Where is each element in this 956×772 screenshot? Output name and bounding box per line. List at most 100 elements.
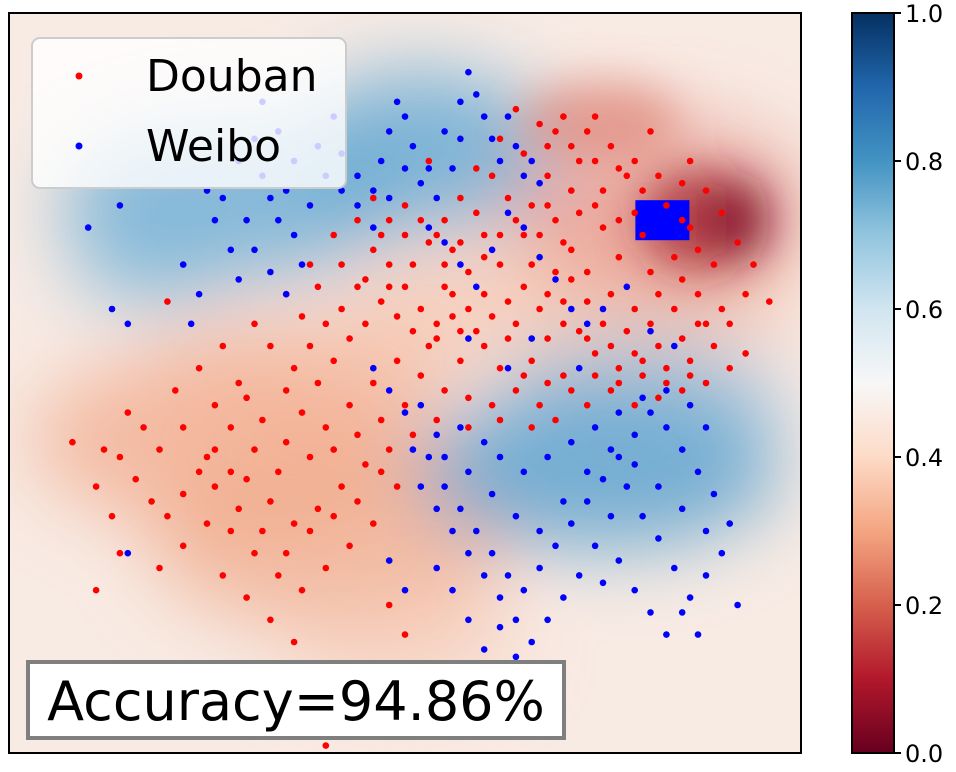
douban-point: [663, 202, 670, 209]
colorbar: 0.0 0.2 0.4 0.6 0.8 1.0: [851, 0, 943, 768]
weibo-point: [496, 594, 504, 601]
weibo-point: [512, 142, 520, 150]
douban-point: [179, 490, 187, 498]
douban-point: [615, 364, 623, 372]
weibo-point: [504, 209, 512, 217]
douban-point: [726, 364, 733, 372]
douban-point: [243, 475, 250, 483]
douban-point: [655, 172, 662, 180]
douban-point: [568, 246, 575, 254]
douban-point: [401, 401, 409, 409]
douban-point: [425, 239, 433, 246]
douban-point: [536, 305, 543, 313]
douban-point: [560, 298, 567, 305]
douban-point: [575, 327, 583, 335]
douban-point: [678, 387, 686, 394]
douban-point: [639, 187, 646, 194]
douban-point: [591, 350, 599, 357]
douban-point: [686, 357, 694, 365]
weibo-point: [441, 453, 448, 461]
douban-point: [496, 135, 504, 143]
douban-point: [370, 379, 377, 387]
weibo-point: [401, 165, 409, 172]
douban-point: [488, 401, 496, 409]
douban-point: [465, 394, 472, 402]
douban-point: [393, 313, 401, 320]
douban-point: [322, 320, 330, 328]
weibo-point: [694, 468, 702, 476]
douban-point: [259, 416, 266, 424]
weibo-point: [512, 616, 520, 624]
weibo-point: [663, 631, 670, 638]
douban-point: [227, 468, 235, 476]
douban-point: [710, 342, 718, 350]
weibo-point: [465, 335, 472, 342]
colorbar-frame: [851, 12, 895, 754]
douban-point: [583, 298, 591, 305]
colorbar-tick-label: 0.6: [905, 296, 943, 324]
weibo-point: [457, 424, 464, 431]
weibo-point: [441, 483, 448, 490]
douban-point: [251, 549, 258, 557]
weibo-point: [338, 187, 345, 194]
weibo-point: [227, 246, 235, 254]
douban-point: [631, 157, 638, 165]
douban-point: [385, 283, 393, 291]
weibo-point: [457, 505, 464, 513]
weibo-point: [267, 268, 274, 276]
douban-point: [306, 342, 314, 350]
weibo-point: [599, 475, 607, 483]
weibo-point: [465, 616, 472, 624]
douban-point: [631, 350, 638, 357]
douban-point: [433, 320, 441, 328]
colorbar-tick-label: 0.4: [905, 444, 943, 472]
weibo-point: [385, 557, 393, 564]
douban-point: [496, 364, 504, 372]
weibo-point: [457, 98, 464, 106]
weibo-point: [718, 549, 726, 557]
douban-point: [568, 387, 575, 394]
douban-point: [544, 379, 551, 387]
douban-point: [290, 520, 298, 527]
weibo-point: [219, 194, 227, 202]
douban-point: [615, 253, 623, 261]
weibo-point: [433, 194, 441, 202]
douban-point: [457, 357, 464, 365]
douban-point: [267, 498, 274, 505]
accuracy-annotation: Accuracy=94.86%: [26, 660, 566, 740]
douban-point: [465, 268, 472, 276]
douban-point: [639, 372, 646, 379]
douban-point: [441, 216, 448, 224]
weibo-point: [385, 387, 393, 394]
douban-point: [227, 527, 235, 535]
weibo-point: [354, 202, 361, 209]
weibo-point: [520, 172, 528, 180]
douban-point: [702, 320, 710, 328]
douban-point: [124, 409, 132, 416]
douban-point: [211, 483, 219, 490]
weibo-point: [425, 453, 433, 461]
douban-point: [647, 268, 654, 276]
douban-point: [663, 364, 670, 372]
douban-point: [235, 379, 242, 387]
douban-point: [702, 187, 710, 194]
douban-point: [528, 357, 535, 365]
douban-point: [314, 505, 322, 513]
weibo-point: [480, 113, 488, 120]
douban-point: [449, 313, 456, 320]
douban-point: [140, 424, 147, 431]
douban-point: [203, 520, 211, 527]
douban-point: [306, 261, 314, 268]
weibo-point: [528, 638, 535, 646]
douban-point: [631, 305, 638, 313]
weibo-point: [726, 520, 733, 527]
douban-point: [583, 268, 591, 276]
weibo-point: [702, 424, 710, 431]
weibo-point: [417, 179, 425, 187]
weibo-point: [615, 453, 623, 461]
douban-point: [393, 357, 401, 365]
weibo-point: [401, 113, 409, 120]
douban-point: [599, 224, 607, 231]
douban-point: [425, 342, 433, 350]
douban-point: [401, 283, 409, 291]
